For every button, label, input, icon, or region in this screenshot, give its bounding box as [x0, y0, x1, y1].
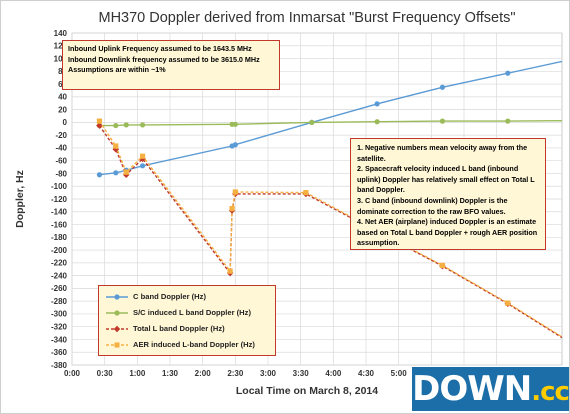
y-tick-label: -380 [51, 361, 68, 370]
data-point [309, 119, 315, 125]
y-tick-label: -100 [51, 182, 68, 191]
data-point [227, 268, 233, 274]
data-point [123, 169, 129, 175]
x-tick-label: 3:00 [260, 369, 277, 378]
data-point [123, 122, 129, 128]
y-tick-label: 100 [54, 54, 68, 63]
data-point [112, 145, 120, 153]
x-tick-label: 0:30 [97, 369, 114, 378]
note-line: 3. C band (inbound downlink) Doppler is … [357, 195, 510, 216]
y-tick-label: -340 [51, 335, 68, 344]
y-tick-label: -40 [55, 144, 67, 153]
y-tick-label: -300 [51, 310, 68, 319]
y-tick-label: 40 [58, 93, 67, 102]
y-tick-label: -280 [51, 297, 68, 306]
data-point [374, 101, 380, 107]
frequency-assumptions-note: Inbound Uplink Frequency assumed to be 1… [62, 40, 280, 90]
y-tick-label: -200 [51, 246, 68, 255]
x-tick-label: 4:30 [358, 369, 375, 378]
x-tick-label: 1:00 [129, 369, 146, 378]
y-tick-label: -140 [51, 208, 68, 217]
data-point [232, 189, 238, 195]
chart-title: MH370 Doppler derived from Inmarsat "Bur… [99, 10, 516, 26]
watermark-main: DOWN [412, 369, 532, 409]
y-tick-label: 0 [63, 118, 68, 127]
legend-entry-total-l-band: Total L band Doppler (Hz) [105, 322, 275, 337]
legend-entry-c-band: C band Doppler (Hz) [105, 290, 275, 305]
legend-entry-aer-l-band: AER induced L-band Doppler (Hz) [105, 338, 275, 353]
y-tick-label: -260 [51, 284, 68, 293]
data-point [113, 170, 119, 176]
series-group [96, 60, 562, 339]
watermark-tld: .cc [531, 377, 570, 407]
note-line: 1. Negative numbers mean velocity away f… [357, 143, 530, 163]
data-point [139, 122, 146, 128]
y-tick-label: -160 [51, 220, 68, 229]
x-tick-label: 4:00 [325, 369, 342, 378]
data-point [113, 122, 119, 129]
data-point [113, 143, 119, 149]
legend-label: AER induced L-band Doppler (Hz) [133, 340, 255, 349]
data-point [229, 205, 235, 212]
legend-label: Total L band Doppler (Hz) [133, 324, 225, 333]
y-tick-label: -120 [51, 195, 68, 204]
data-point [439, 84, 446, 90]
explanation-note: 1. Negative numbers mean velocity away f… [350, 138, 546, 250]
x-tick-label: 1:30 [162, 369, 179, 378]
y-tick-label: -360 [51, 348, 68, 357]
legend-label: C band Doppler (Hz) [133, 292, 206, 301]
chart-legend: C band Doppler (Hz) S/C induced L band D… [98, 285, 276, 356]
data-point [374, 119, 380, 125]
x-tick-label: 2:00 [195, 369, 212, 378]
data-point [139, 163, 146, 169]
x-tick-label: 2:30 [227, 369, 244, 378]
data-point [96, 122, 103, 129]
y-tick-label: -240 [51, 271, 68, 280]
y-tick-label: -320 [51, 322, 68, 331]
watermark-logo: DOWN.cc [412, 367, 570, 411]
series-line-3 [98, 120, 562, 338]
data-point [96, 118, 103, 124]
x-tick-label: 3:30 [293, 369, 310, 378]
x-tick-label: 0:00 [64, 369, 81, 378]
data-point [505, 70, 511, 76]
note-line: Assumptions are within ~1% [68, 65, 166, 75]
data-point [505, 118, 511, 124]
data-point [439, 262, 446, 268]
data-point [139, 153, 146, 159]
note-line: Inbound Uplink Frequency assumed to be 1… [68, 44, 252, 53]
note-line: 4. Net AER (airplane) induced Doppler is… [357, 217, 540, 248]
y-tick-label: 120 [54, 42, 68, 51]
y-tick-label: -20 [55, 131, 67, 140]
y-axis-label: Doppler, Hz [14, 170, 26, 228]
data-point [303, 190, 309, 196]
note-line: 2. Spacecraft velocity induced L band (i… [357, 164, 537, 195]
y-tick-label: -220 [51, 259, 68, 268]
y-tick-label: -60 [55, 156, 67, 165]
data-point [96, 172, 103, 178]
legend-entry-sc-l-band: S/C induced L band Doppler (Hz) [105, 306, 275, 321]
data-point [232, 142, 238, 148]
y-tick-label: 140 [54, 29, 68, 38]
legend-label: S/C induced L band Doppler (Hz) [133, 308, 251, 317]
x-axis-label: Local Time on March 8, 2014 [236, 385, 378, 397]
y-tick-label: -80 [55, 169, 67, 178]
y-tick-label: 20 [58, 105, 67, 114]
x-tick-label: 5:00 [391, 369, 408, 378]
data-point [232, 121, 238, 127]
data-point [439, 118, 446, 124]
data-point [505, 300, 511, 306]
note-line: Inbound Downlink frequency assumed to be… [68, 54, 260, 64]
y-tick-label: -180 [51, 233, 68, 242]
